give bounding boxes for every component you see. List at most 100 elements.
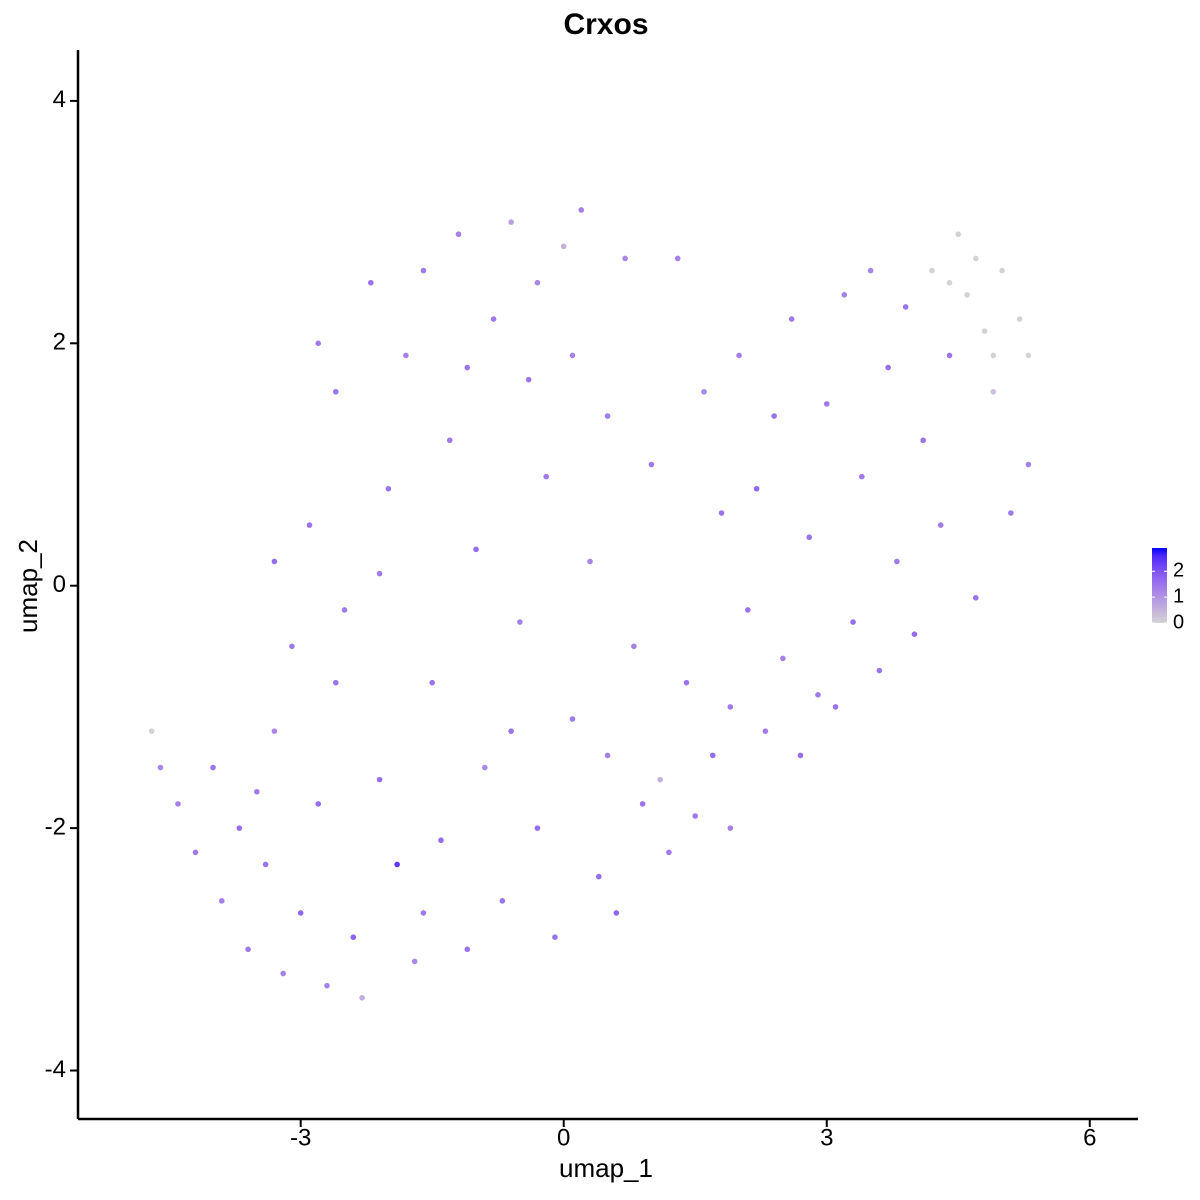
point <box>990 352 997 359</box>
point <box>964 292 970 298</box>
point <box>595 873 602 880</box>
point <box>473 546 479 553</box>
point <box>175 801 181 807</box>
x-tick-label: -3 <box>290 1124 311 1151</box>
point <box>306 522 313 528</box>
y-tick-label: -4 <box>45 1056 66 1083</box>
point <box>823 401 830 407</box>
point <box>762 728 769 734</box>
point <box>482 764 488 771</box>
point <box>218 898 225 904</box>
point <box>657 776 663 783</box>
point <box>271 558 278 565</box>
point <box>771 413 777 419</box>
point <box>411 958 418 965</box>
point <box>876 667 883 674</box>
point <box>911 631 918 637</box>
point <box>622 255 628 262</box>
point <box>271 728 278 734</box>
point <box>885 364 891 371</box>
point <box>832 704 839 710</box>
point <box>841 292 848 298</box>
point <box>236 825 243 831</box>
point <box>359 994 365 1001</box>
point <box>420 267 427 274</box>
point <box>429 679 436 686</box>
y-tick-label: 4 <box>53 86 66 113</box>
point <box>192 849 199 856</box>
point <box>937 522 944 528</box>
point <box>420 910 427 916</box>
point <box>902 304 909 310</box>
point <box>455 231 462 238</box>
point <box>727 825 734 831</box>
point <box>403 352 409 359</box>
point <box>894 558 900 565</box>
point <box>639 801 646 807</box>
point <box>788 316 795 322</box>
point <box>946 279 953 286</box>
point <box>736 352 742 359</box>
point <box>1025 352 1032 359</box>
point <box>859 473 865 480</box>
point <box>753 485 760 492</box>
point <box>613 910 620 916</box>
point <box>210 764 216 771</box>
point <box>806 534 813 541</box>
point <box>148 728 155 734</box>
point <box>674 255 681 262</box>
point <box>683 679 690 686</box>
point <box>604 413 611 419</box>
point <box>552 934 558 940</box>
x-tick-label: 3 <box>820 1124 833 1151</box>
point <box>490 316 497 322</box>
point <box>534 279 541 286</box>
point <box>245 946 251 953</box>
point <box>718 510 725 516</box>
point <box>850 619 856 625</box>
point <box>587 558 593 565</box>
y-tick-label: 0 <box>53 571 66 598</box>
point <box>692 813 699 819</box>
x-tick-label: 0 <box>557 1124 570 1151</box>
point <box>262 861 269 868</box>
point <box>972 255 979 262</box>
point <box>815 691 821 698</box>
point <box>376 776 383 783</box>
x-axis-title: umap_1 <box>559 1153 653 1183</box>
point <box>631 643 637 650</box>
point <box>578 207 585 213</box>
point <box>648 461 655 468</box>
point <box>254 788 260 795</box>
point <box>999 267 1005 274</box>
point <box>955 231 962 238</box>
point <box>280 970 286 977</box>
point <box>1025 461 1032 468</box>
point <box>385 485 392 492</box>
point <box>604 752 611 759</box>
y-tick-label: 2 <box>53 329 66 356</box>
point <box>972 595 979 601</box>
point <box>508 728 514 734</box>
point <box>332 388 339 395</box>
point <box>341 607 348 613</box>
chart-title: Crxos <box>563 8 648 41</box>
point <box>525 376 532 383</box>
point <box>867 267 874 274</box>
point <box>297 910 304 916</box>
point <box>709 752 716 759</box>
point <box>929 267 935 274</box>
color-bar <box>1152 548 1167 623</box>
point <box>797 752 804 759</box>
point <box>946 352 953 359</box>
point <box>464 364 471 371</box>
point <box>499 898 506 904</box>
point <box>560 243 567 250</box>
point <box>534 825 541 831</box>
point <box>446 437 453 444</box>
point <box>1016 316 1023 322</box>
point <box>368 279 374 286</box>
y-tick-label: -2 <box>45 813 66 840</box>
legend-tick-label: 2 <box>1173 560 1184 582</box>
point <box>727 704 734 710</box>
